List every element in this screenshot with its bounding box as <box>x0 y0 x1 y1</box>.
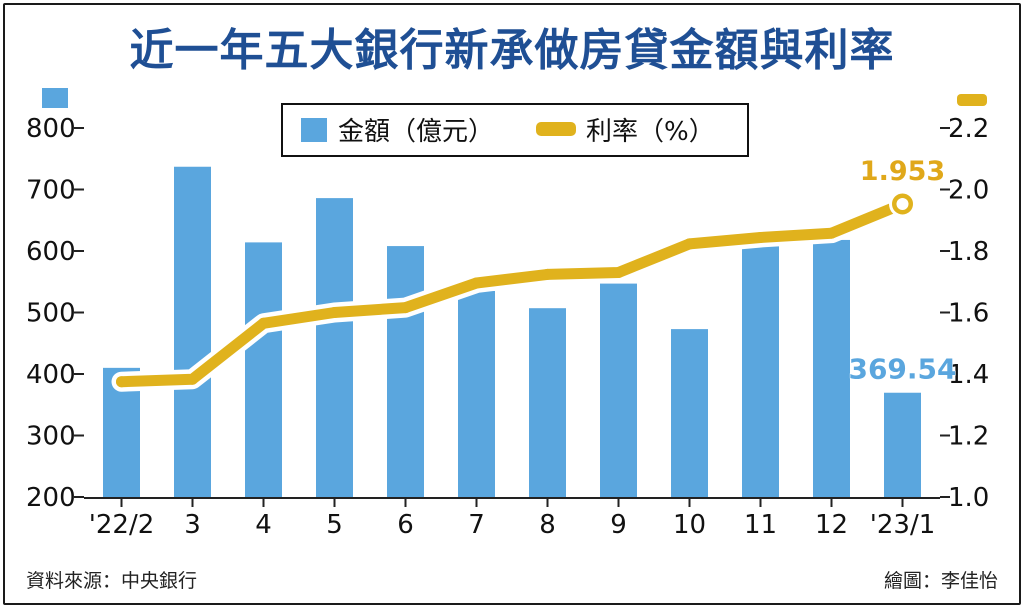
right-tick-label-5: 2.0 <box>948 176 989 206</box>
rate-line <box>116 198 908 388</box>
bar-1 <box>174 166 211 497</box>
rate-point-5 <box>471 277 482 289</box>
annotation-last-amount: 369.54 <box>848 353 956 386</box>
x-tick-label-5: 7 <box>468 510 485 540</box>
rate-point-4 <box>400 302 411 314</box>
legend-label-amount: 金額（億元） <box>338 117 494 147</box>
rate-point-10 <box>826 227 837 239</box>
left-tick-label-5: 700 <box>26 176 76 206</box>
x-tick-label-11: '23/1 <box>870 510 936 540</box>
axes-layer: 200 300 400 500 600 700 800 1.0 1.2 1.4 1.6 1.8 2.0 2… <box>26 88 989 540</box>
rate-point-9 <box>755 231 766 243</box>
x-tick-label-7: 9 <box>610 510 627 540</box>
left-axis-series-marker <box>42 88 68 108</box>
x-tick-label-3: 5 <box>326 510 343 540</box>
x-tick-label-4: 6 <box>397 510 414 540</box>
x-tick-label-6: 8 <box>539 510 556 540</box>
annotation-last-rate: 1.953 <box>860 156 945 187</box>
right-tick-label-1: 1.2 <box>948 422 989 452</box>
line-layer <box>111 190 916 392</box>
bar-4 <box>387 246 424 497</box>
right-tick-label-2: 1.4 <box>948 360 989 390</box>
bar-10 <box>813 239 850 497</box>
right-tick-label-3: 1.6 <box>948 299 989 329</box>
legend-label-rate: 利率（%） <box>586 117 715 147</box>
bar-3 <box>316 198 353 498</box>
legend-swatch-rate <box>536 122 576 136</box>
bar-9 <box>742 243 779 497</box>
rate-endpoint-center <box>896 197 909 210</box>
x-tick-label-1: 3 <box>184 510 201 540</box>
left-tick-label-6: 800 <box>26 114 76 144</box>
right-tick-label-6: 2.2 <box>948 114 989 144</box>
x-tick-label-8: 10 <box>673 510 706 540</box>
x-tick-label-9: 11 <box>744 510 777 540</box>
rate-point-7 <box>613 267 624 279</box>
rate-point-1 <box>187 373 198 385</box>
rate-point-6 <box>542 268 553 280</box>
credit-note: 繪圖：李佳怡 <box>883 570 998 592</box>
bar-8 <box>671 329 708 497</box>
right-tick-label-0: 1.0 <box>948 483 989 513</box>
bars-layer <box>103 166 921 498</box>
legend-box <box>281 103 749 157</box>
x-tick-label-2: 4 <box>255 510 272 540</box>
legend-swatch-amount <box>301 118 327 142</box>
bar-5 <box>458 290 495 497</box>
bar-7 <box>600 283 637 497</box>
x-tick-label-10: 12 <box>815 510 848 540</box>
bar-2 <box>245 242 282 497</box>
chart-title: 近一年五大銀行新承做房貸金額與利率 <box>129 25 895 76</box>
rate-point-3 <box>329 307 340 318</box>
left-tick-label-2: 400 <box>26 360 76 390</box>
right-axis-series-marker <box>957 94 987 106</box>
left-tick-label-1: 300 <box>26 422 76 452</box>
rate-point-2 <box>258 317 269 329</box>
rate-point-8 <box>684 238 695 250</box>
bar-11 <box>884 392 921 497</box>
left-tick-label-4: 600 <box>26 237 76 267</box>
source-note: 資料來源：中央銀行 <box>26 570 198 592</box>
legend: 金額（億元） 利率（%） <box>281 103 749 157</box>
left-tick-label-3: 500 <box>26 299 76 329</box>
left-tick-label-0: 200 <box>26 483 76 513</box>
right-tick-label-4: 1.8 <box>948 237 989 267</box>
x-tick-label-0: '22/2 <box>89 510 155 540</box>
bar-6 <box>529 308 566 497</box>
annotations-layer: 369.54 1.953 <box>848 156 957 386</box>
rate-point-0 <box>116 376 127 388</box>
